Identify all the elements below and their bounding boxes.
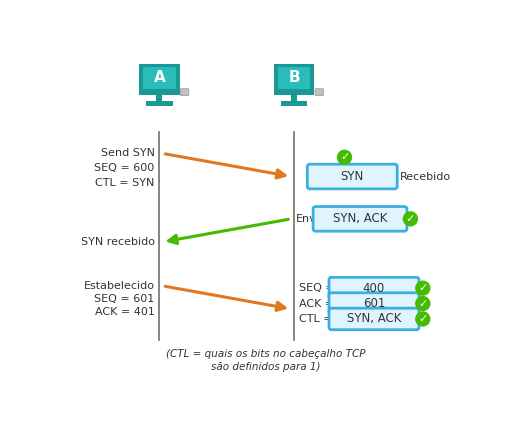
Text: Recebido: Recebido xyxy=(400,172,452,181)
FancyBboxPatch shape xyxy=(307,164,397,189)
FancyBboxPatch shape xyxy=(274,64,315,95)
FancyBboxPatch shape xyxy=(281,101,307,106)
Text: Send SYN: Send SYN xyxy=(101,148,155,159)
Text: ACK = 401: ACK = 401 xyxy=(95,307,155,317)
Text: ACK =: ACK = xyxy=(299,298,334,309)
Text: SYN: SYN xyxy=(340,170,364,183)
Circle shape xyxy=(416,312,430,326)
Text: CTL = SYN: CTL = SYN xyxy=(95,178,155,188)
FancyBboxPatch shape xyxy=(278,67,310,89)
FancyBboxPatch shape xyxy=(315,89,323,96)
Text: SYN, ACK: SYN, ACK xyxy=(347,312,401,326)
FancyBboxPatch shape xyxy=(329,308,419,330)
Circle shape xyxy=(337,150,351,164)
Text: SEQ =: SEQ = xyxy=(299,283,335,293)
Text: A: A xyxy=(154,71,165,85)
Text: CTL =: CTL = xyxy=(299,314,332,324)
Text: SEQ = 600: SEQ = 600 xyxy=(94,163,155,173)
FancyBboxPatch shape xyxy=(291,95,297,101)
Text: SEQ = 601: SEQ = 601 xyxy=(94,294,155,304)
Text: 601: 601 xyxy=(363,297,385,310)
Text: B: B xyxy=(289,71,300,85)
Circle shape xyxy=(403,212,417,226)
Circle shape xyxy=(416,297,430,311)
Text: (CTL = quais os bits no cabeçalho TCP: (CTL = quais os bits no cabeçalho TCP xyxy=(166,348,365,359)
Text: 400: 400 xyxy=(363,282,385,295)
Text: Enviar: Enviar xyxy=(296,214,331,224)
FancyBboxPatch shape xyxy=(313,207,407,231)
FancyBboxPatch shape xyxy=(139,64,180,95)
FancyBboxPatch shape xyxy=(180,89,189,96)
Circle shape xyxy=(416,281,430,295)
Text: ✓: ✓ xyxy=(418,298,428,309)
Text: SYN recebido: SYN recebido xyxy=(81,237,155,247)
Text: ✓: ✓ xyxy=(418,314,428,324)
FancyBboxPatch shape xyxy=(143,67,175,89)
Text: ✓: ✓ xyxy=(418,283,428,293)
Text: ✓: ✓ xyxy=(406,214,415,224)
Text: SYN, ACK: SYN, ACK xyxy=(333,212,387,225)
Text: ✓: ✓ xyxy=(340,152,349,162)
FancyBboxPatch shape xyxy=(156,95,162,101)
Text: são definidos para 1): são definidos para 1) xyxy=(211,362,320,372)
FancyBboxPatch shape xyxy=(329,278,419,299)
Text: Estabelecido: Estabelecido xyxy=(84,281,155,291)
FancyBboxPatch shape xyxy=(146,101,173,106)
FancyBboxPatch shape xyxy=(329,293,419,314)
